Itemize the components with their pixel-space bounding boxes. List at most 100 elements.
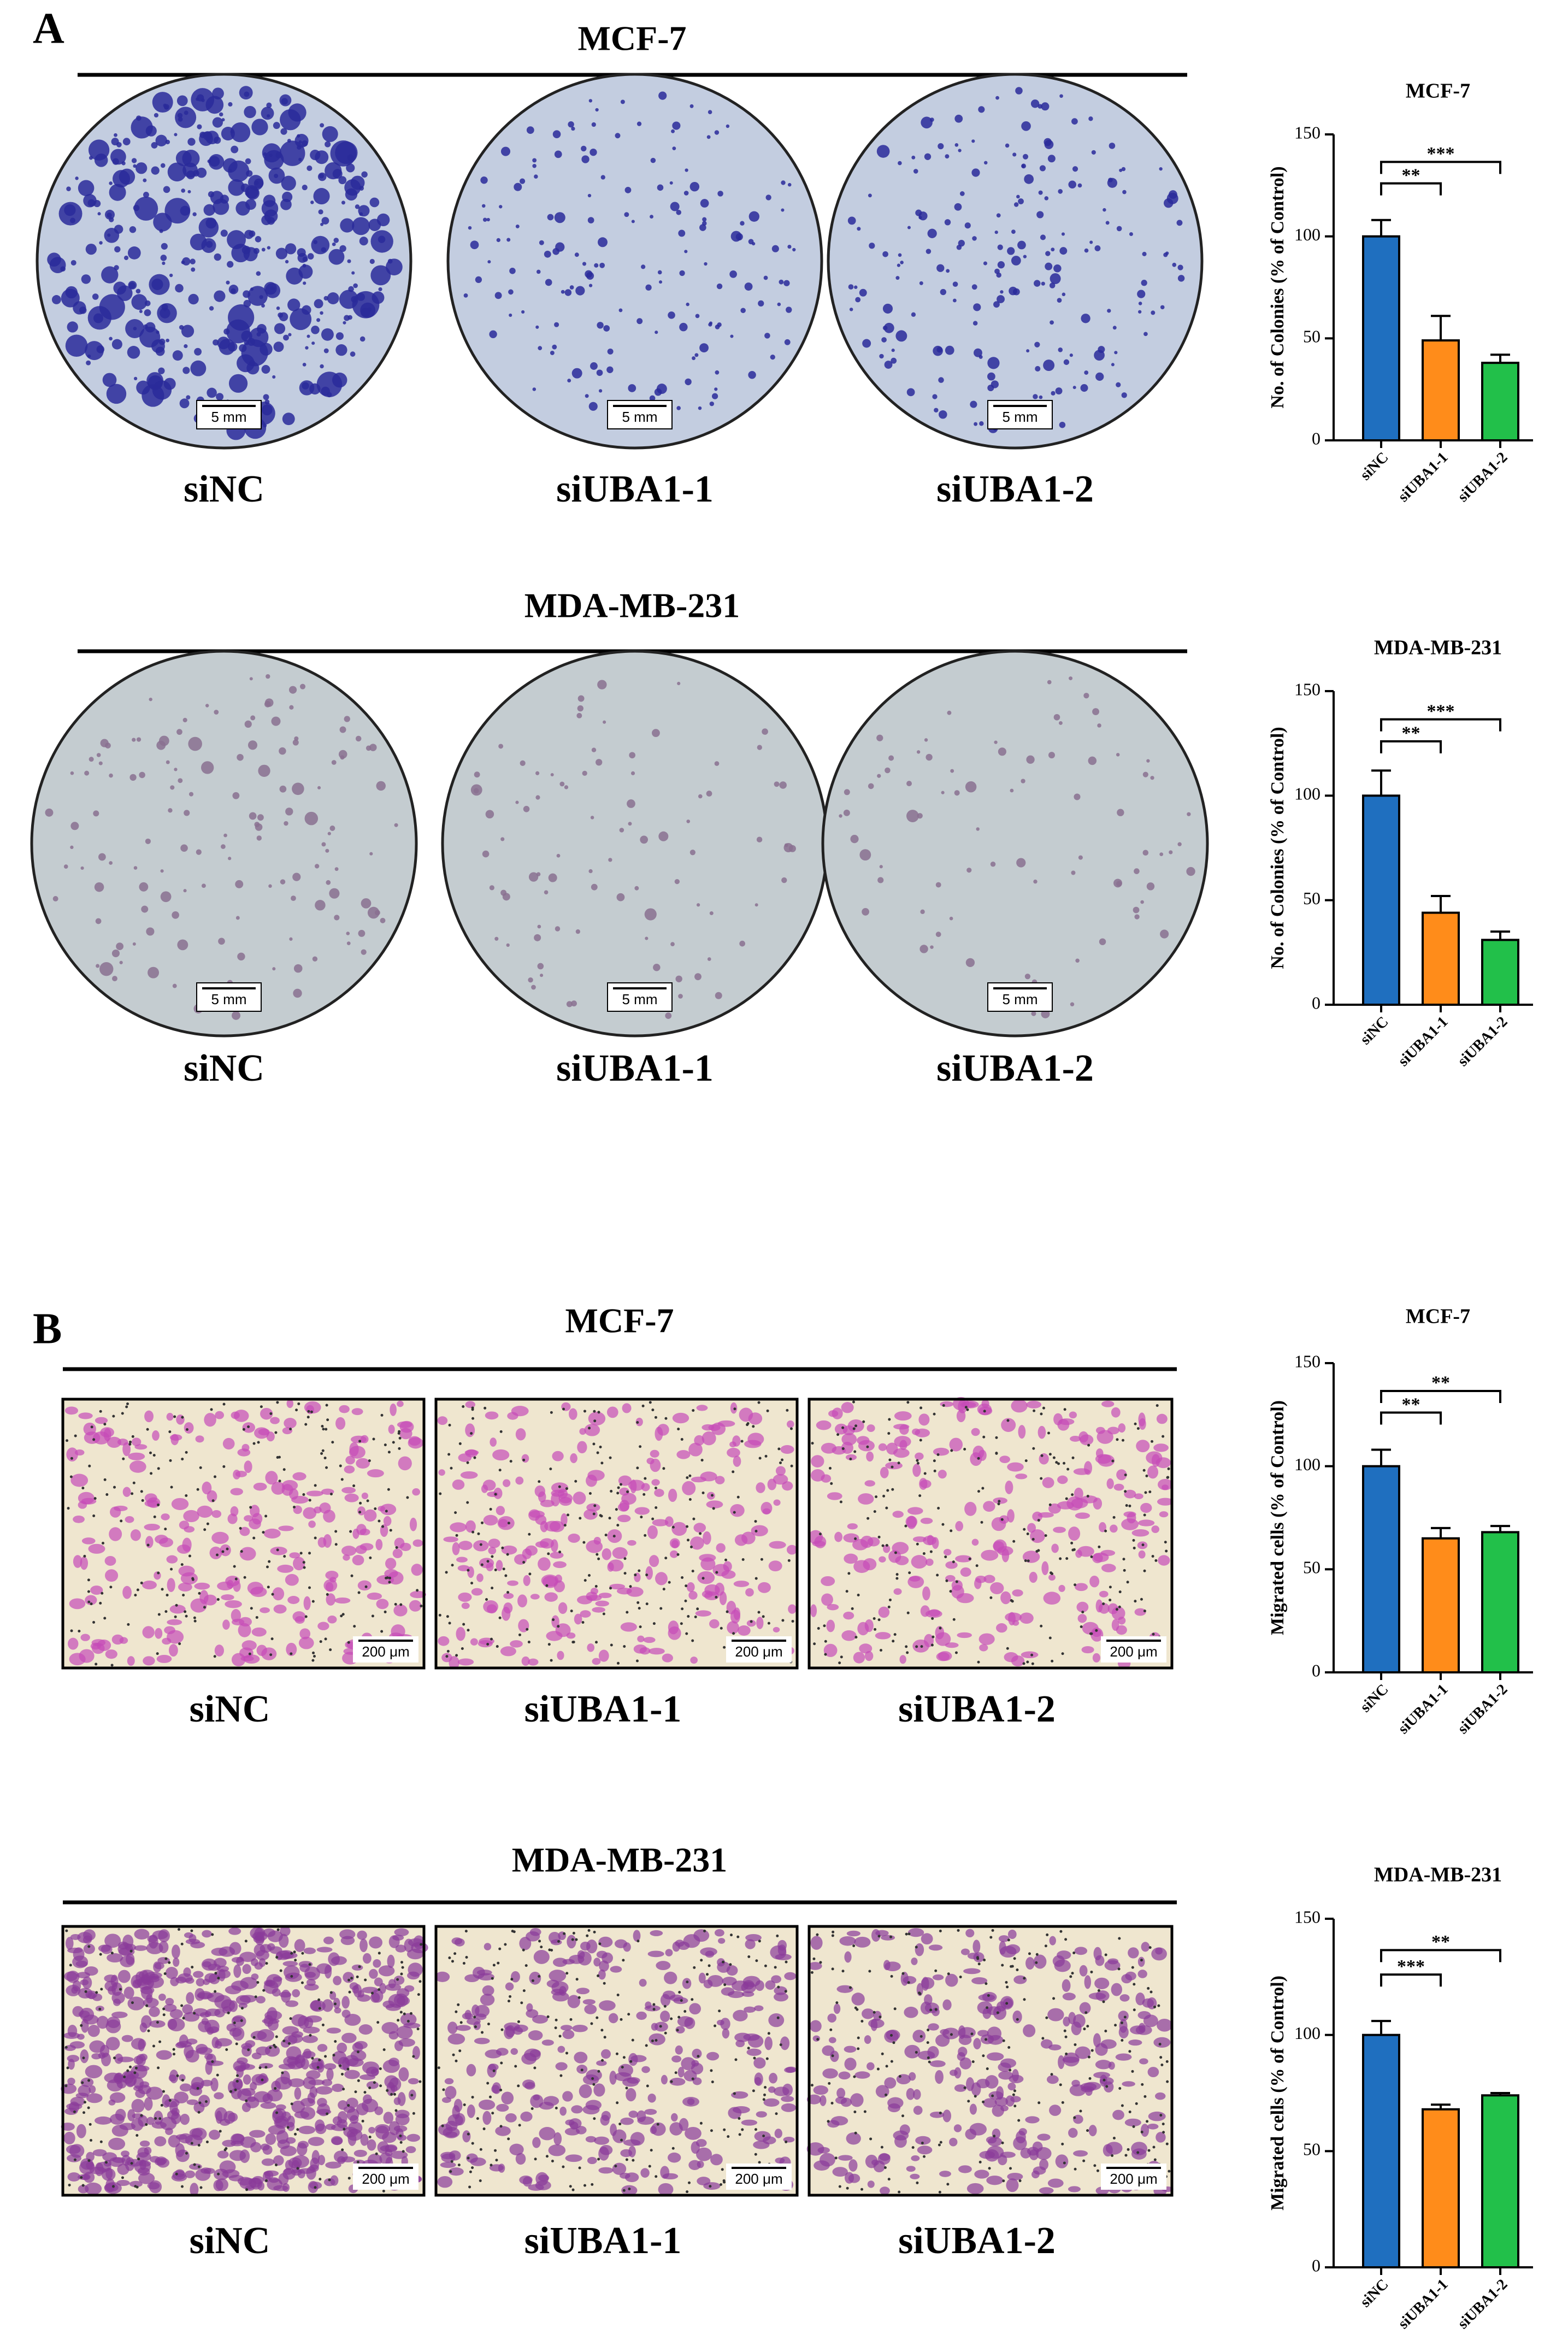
- scale-label: 200 μm: [1110, 2171, 1157, 2187]
- colony: [544, 250, 551, 258]
- pore: [324, 1637, 327, 1641]
- pore: [172, 2048, 175, 2051]
- panel-label: B: [33, 1305, 62, 1353]
- x-tick-label: siUBA1-2: [1454, 2276, 1511, 2332]
- pore: [700, 1959, 703, 1962]
- y-tick-label: 50: [1303, 2139, 1321, 2159]
- colony: [175, 284, 184, 293]
- pore: [497, 1961, 500, 1965]
- pore: [157, 1571, 160, 1575]
- cell: [836, 2088, 846, 2099]
- cell: [352, 1554, 364, 1566]
- cell: [1093, 1498, 1103, 1510]
- colony: [596, 369, 603, 376]
- cell: [470, 1638, 478, 1646]
- colony: [169, 273, 173, 278]
- colony: [254, 822, 260, 827]
- cell: [985, 2149, 999, 2162]
- cell: [1153, 2037, 1171, 2048]
- pore: [885, 1506, 888, 1510]
- pore: [555, 2018, 558, 2021]
- colony: [132, 942, 136, 946]
- cell: [291, 2014, 307, 2027]
- colony: [164, 198, 191, 224]
- cell: [220, 1544, 231, 1557]
- cell: [196, 1978, 205, 1987]
- colony: [1021, 121, 1031, 131]
- cell: [155, 1535, 168, 1544]
- pore: [157, 1613, 161, 1616]
- cell: [68, 1637, 79, 1650]
- colony: [226, 280, 230, 285]
- colony: [595, 108, 599, 112]
- pore: [911, 2146, 915, 2149]
- pore: [131, 1492, 134, 1495]
- pore: [651, 2040, 654, 2043]
- pore: [357, 2079, 360, 2082]
- pore: [547, 1643, 551, 1646]
- cell: [214, 2008, 225, 2018]
- cell: [657, 1424, 669, 1436]
- pore: [857, 2047, 860, 2050]
- colony: [351, 271, 355, 275]
- cell: [360, 1435, 369, 1443]
- colony: [898, 161, 902, 166]
- cell: [256, 1644, 267, 1656]
- cell: [394, 2041, 403, 2052]
- cell: [730, 1504, 745, 1517]
- pore: [593, 2117, 596, 2120]
- colony: [582, 262, 587, 266]
- colony: [244, 720, 252, 728]
- pore: [1074, 1583, 1077, 1587]
- pore: [718, 2009, 721, 2013]
- pore: [764, 1964, 767, 1967]
- cell: [1062, 1993, 1076, 2001]
- pore: [324, 2055, 327, 2058]
- cell: [1012, 2010, 1022, 2024]
- cell: [165, 1997, 174, 2006]
- cell: [1062, 1979, 1071, 1992]
- pore: [790, 1427, 793, 1430]
- bar: [1362, 1465, 1400, 1674]
- colony: [355, 204, 360, 209]
- cell: [614, 2072, 632, 2082]
- pore: [356, 2050, 359, 2054]
- cell: [289, 1552, 300, 1559]
- pore: [854, 2006, 857, 2009]
- cell: [609, 1583, 626, 1590]
- pore: [287, 2042, 291, 2045]
- cell: [720, 2018, 730, 2030]
- pore: [467, 1629, 470, 1632]
- pore: [471, 2142, 474, 2145]
- cell: [570, 1453, 577, 1464]
- pore: [235, 2079, 239, 2083]
- pore: [69, 1964, 72, 1967]
- pore: [412, 2112, 415, 2115]
- cell: [983, 2098, 997, 2108]
- pore: [1009, 2068, 1012, 2072]
- colony: [99, 241, 103, 245]
- pore: [645, 2044, 648, 2047]
- cell: [507, 1580, 518, 1586]
- colony: [1143, 332, 1148, 337]
- pore: [1126, 1581, 1129, 1584]
- cell: [691, 2060, 699, 2067]
- pore: [659, 1607, 663, 1610]
- pore: [80, 2024, 83, 2027]
- cell: [1068, 2186, 1081, 2192]
- cell: [702, 1431, 716, 1446]
- pore: [854, 1636, 858, 1639]
- cell: [671, 1540, 679, 1548]
- cell: [1128, 2040, 1142, 2046]
- cell: [449, 2167, 464, 2176]
- pore: [193, 2163, 196, 2166]
- pore: [457, 2164, 461, 2167]
- pore: [691, 1998, 694, 2001]
- cell: [92, 1993, 103, 2001]
- cell: [324, 2063, 337, 2070]
- pore: [205, 2140, 209, 2143]
- pore: [636, 1466, 639, 1470]
- pore: [885, 2065, 888, 2068]
- colony: [1072, 166, 1078, 172]
- cell: [742, 1980, 754, 1990]
